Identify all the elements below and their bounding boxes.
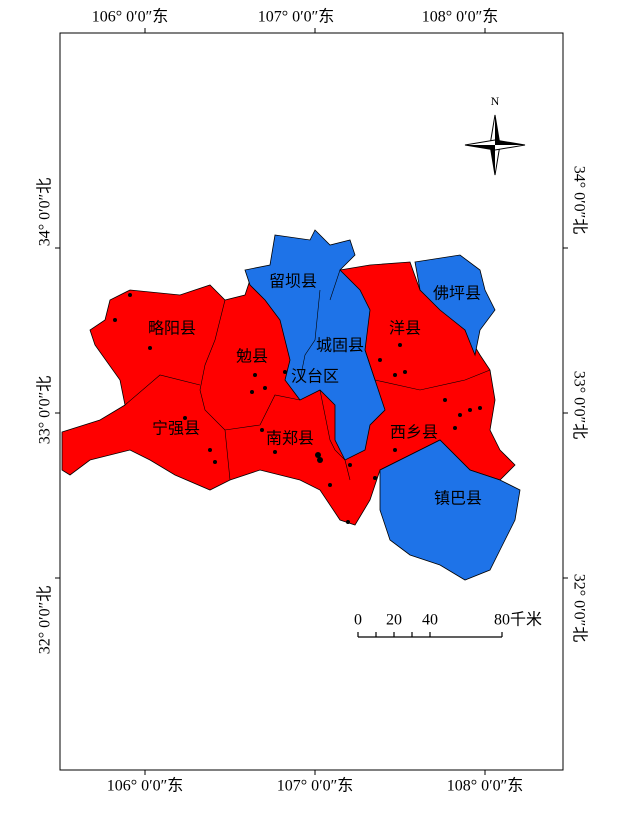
blue-region [414,254,496,357]
north-label: N [491,94,500,108]
scale-label: 80千米 [494,611,542,629]
county-label: 留坝县 [269,273,317,291]
scale-label: 40 [422,612,438,629]
county-borders [124,269,491,481]
scale-label: 20 [386,612,402,629]
frame [59,32,564,771]
coord-label: 34° 0′0″北 [36,178,54,247]
county-label: 镇巴县 [434,490,482,508]
county-label: 西乡县 [390,425,438,442]
scale-label: 0 [354,612,362,629]
coord-label: 32° 0′0″北 [570,574,588,643]
red-region [61,261,516,526]
county-label: 城固县 [316,337,364,355]
coord-label: 32° 0′0″北 [36,586,54,655]
scale-bar [357,632,503,638]
county-label: 洋县 [389,320,421,338]
coord-label: 33° 0′0″北 [570,371,588,440]
county-label: 略阳县 [148,320,196,338]
frame-ticks [55,28,568,775]
county-label: 汉台区 [291,368,339,386]
county-label: 宁强县 [152,420,200,438]
county-label: 佛坪县 [433,285,481,303]
coord-label: 108° 0′0″东 [447,777,524,795]
blue-region [379,439,521,581]
coord-label: 34° 0′0″北 [570,166,588,235]
north-arrow [464,114,526,176]
blue-region [244,229,386,461]
points [113,293,482,524]
coord-label: 106° 0′0″东 [92,8,169,26]
coord-label: 106° 0′0″东 [107,777,184,795]
county-label: 勉县 [236,348,268,366]
coord-label: 107° 0′0″东 [277,777,354,795]
county-label: 南郑县 [266,430,314,448]
coord-label: 33° 0′0″北 [36,376,54,445]
coord-label: 107° 0′0″东 [258,8,335,26]
coord-label: 108° 0′0″东 [422,8,499,26]
